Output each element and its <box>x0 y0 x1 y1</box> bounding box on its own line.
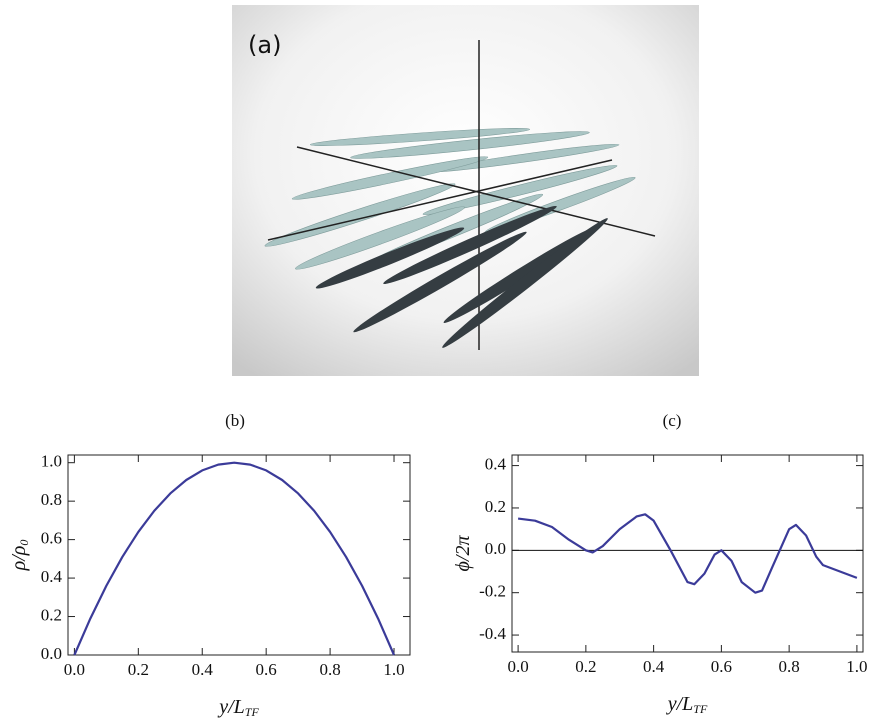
y-tick-label: 0.2 <box>485 497 506 516</box>
y-tick-label: -0.2 <box>479 582 506 601</box>
y-tick-label: 0.4 <box>41 567 63 586</box>
y-axis-label: ϕ/2π <box>452 535 474 572</box>
x-axis-label: y/LTF <box>217 696 259 719</box>
x-tick-label: 1.0 <box>383 660 404 679</box>
render-background <box>232 5 699 376</box>
panel-a: (a) <box>232 5 699 376</box>
x-tick-label: 0.2 <box>575 657 596 676</box>
x-axis-label-sub: TF <box>693 702 708 716</box>
data-line <box>73 461 396 656</box>
y-tick-label: 0.2 <box>41 605 62 624</box>
y-axis-label-sub: 0 <box>17 540 31 546</box>
x-tick-label: 0.0 <box>507 657 528 676</box>
x-tick-label: 0.6 <box>256 660 277 679</box>
y-tick-label: -0.4 <box>479 624 506 643</box>
x-tick-label: 1.0 <box>846 657 867 676</box>
x-tick-label: 0.0 <box>64 660 85 679</box>
y-tick-label: 0.0 <box>485 539 506 558</box>
panel-label: (a) <box>248 31 281 59</box>
x-tick-label: 0.2 <box>128 660 149 679</box>
data-line <box>517 513 858 594</box>
x-axis-label-main: y/L <box>217 696 245 718</box>
y-tick-label: 0.6 <box>41 529 62 548</box>
y-tick-label: 1.0 <box>41 452 62 471</box>
y-tick-label: 0.8 <box>41 490 62 509</box>
y-axis-label: ρ/ρ0 <box>8 540 31 572</box>
x-tick-label: 0.8 <box>319 660 340 679</box>
plot-frame <box>67 454 411 656</box>
y-tick-label: 0.0 <box>41 644 62 663</box>
x-tick-label: 0.8 <box>779 657 800 676</box>
y-axis-label-main: ϕ/2π <box>452 535 474 572</box>
x-tick-label: 0.4 <box>192 660 214 679</box>
needles-dark <box>315 205 608 348</box>
y-tick-label: 0.4 <box>485 454 507 473</box>
x-tick-label: 0.6 <box>711 657 732 676</box>
panel-title: (c) <box>663 411 682 430</box>
x-axis-label: y/LTF <box>666 693 708 716</box>
panel-title: (b) <box>225 411 245 430</box>
plot-frame <box>511 454 864 653</box>
y-axis-label-main: ρ/ρ <box>8 546 30 572</box>
x-tick-label: 0.4 <box>643 657 665 676</box>
x-axis-label-main: y/L <box>666 693 694 715</box>
x-axis-label-sub: TF <box>245 705 260 719</box>
